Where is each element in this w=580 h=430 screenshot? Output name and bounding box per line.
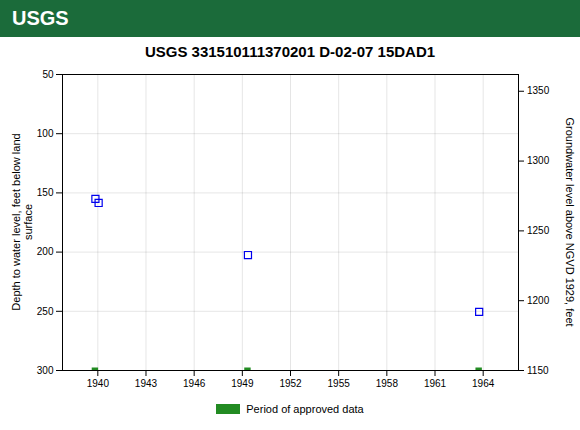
svg-text:1952: 1952	[279, 378, 302, 389]
html-text:USGS 331510111370201 D-02-07 1: USGS 331510111370201 D-02-07 15DAD1	[144, 43, 436, 60]
svg-text:1949: 1949	[231, 378, 254, 389]
svg-text:1940: 1940	[87, 378, 110, 389]
html-text:USGS: USGS	[12, 7, 69, 29]
svg-text:1250: 1250	[527, 225, 550, 236]
svg-text:150: 150	[37, 187, 54, 198]
svg-text:50: 50	[42, 69, 54, 80]
svg-text:1350: 1350	[527, 85, 550, 96]
svg-text:Groundwater level above NGVD 1: Groundwater level above NGVD 1929, feet	[564, 117, 576, 326]
html-text:Period of approved data: Period of approved data	[246, 403, 364, 415]
svg-text:1961: 1961	[424, 378, 447, 389]
svg-text:1958: 1958	[376, 378, 399, 389]
svg-text:1964: 1964	[472, 378, 495, 389]
svg-text:1150: 1150	[527, 365, 549, 376]
svg-text:100: 100	[37, 128, 54, 139]
svg-text:1300: 1300	[527, 155, 550, 166]
svg-text:1943: 1943	[135, 378, 158, 389]
svg-text:Depth to water level, feet bel: Depth to water level, feet below landsur…	[10, 133, 35, 310]
svg-text:250: 250	[37, 306, 54, 317]
svg-text:300: 300	[37, 365, 54, 376]
svg-text:1955: 1955	[328, 378, 351, 389]
svg-text:1946: 1946	[183, 378, 206, 389]
svg-text:200: 200	[37, 246, 54, 257]
svg-text:1200: 1200	[527, 295, 550, 306]
